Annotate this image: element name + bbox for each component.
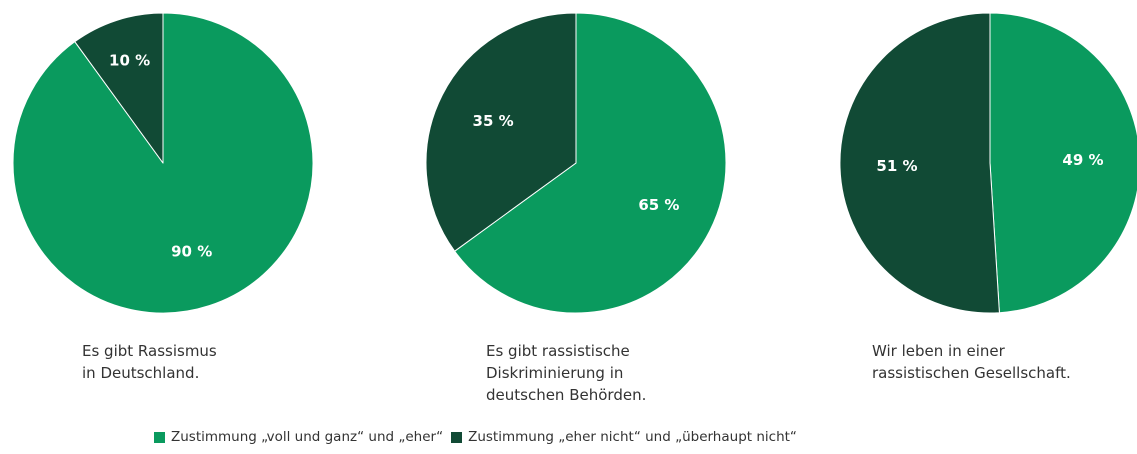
pie-slice-disagree [839,12,1000,314]
pie-slice-label: 65 % [638,196,679,214]
pie-slice-disagree [425,12,577,252]
chart-caption-2: Es gibt rassistische Diskriminierung in … [486,342,647,404]
pie-slice-label: 10 % [109,51,150,69]
pie-slice-label: 51 % [876,157,917,175]
pie-slice-disagree [74,12,164,164]
legend-item-agree: Zustimmung „voll und ganz“ und „eher“ [154,429,443,445]
legend-item-disagree: Zustimmung „eher nicht“ und „überhaupt n… [451,429,797,445]
pie-slice-label: 35 % [473,112,514,130]
legend-label-agree: Zustimmung „voll und ganz“ und „eher“ [171,429,444,445]
legend: Zustimmung „voll und ganz“ und „eher“ Zu… [154,427,805,447]
pie-charts: 90 % 10 % 65 % 35 % 49 % 51 % [12,12,1137,314]
chart-caption-3: Wir leben in einer rassistischen Gesells… [872,342,1071,382]
legend-label-disagree: Zustimmung „eher nicht“ und „überhaupt n… [468,429,797,445]
pie-slice-agree [454,12,727,314]
chart-caption-1: Es gibt Rassismus in Deutschland. [82,342,217,382]
pie-slice-agree [989,12,1137,314]
legend-swatch-agree [154,431,165,443]
pie-chart-3: 49 % 51 % [839,12,1137,314]
pie-slice-label: 90 % [171,242,212,260]
pie-chart-1: 90 % 10 % [12,12,314,314]
pie-chart-2: 65 % 35 % [425,12,727,314]
pie-slice-label: 49 % [1062,151,1103,169]
legend-swatch-disagree [451,431,463,443]
